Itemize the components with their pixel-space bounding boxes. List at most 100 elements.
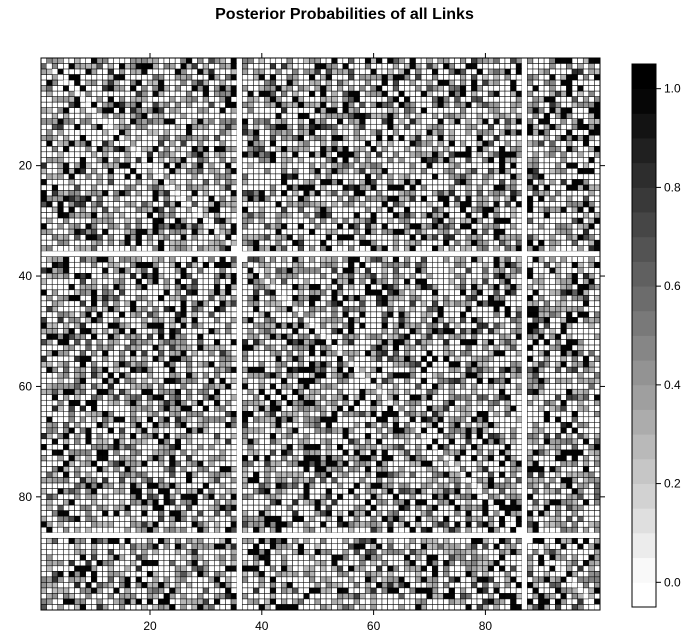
heatmap-cell [253, 173, 260, 180]
heatmap-cell [454, 223, 461, 230]
heatmap-cell [269, 184, 277, 191]
heatmap-cell [253, 129, 260, 136]
heatmap-cell [180, 146, 187, 153]
heatmap-cell [264, 184, 271, 191]
heatmap-cell [208, 184, 215, 191]
heatmap-cell [124, 68, 131, 75]
heatmap-cell [487, 118, 495, 125]
heatmap-cell [309, 140, 316, 147]
heatmap-cell [577, 146, 584, 153]
heatmap-cell [96, 101, 103, 108]
heatmap-cell [113, 278, 120, 285]
heatmap-cell [124, 284, 131, 291]
heatmap-cell [85, 212, 92, 219]
heatmap-cell [146, 140, 154, 147]
heatmap-cell [392, 223, 400, 230]
heatmap-cell [124, 162, 131, 169]
heatmap-cell [493, 162, 500, 169]
heatmap-cell [275, 217, 282, 224]
heatmap-cell [85, 256, 92, 263]
heatmap-cell [309, 96, 316, 103]
heatmap-cell [392, 96, 400, 103]
heatmap-cell [398, 228, 405, 235]
heatmap-cell [337, 151, 344, 158]
heatmap-cell [63, 107, 70, 114]
heatmap-cell [264, 256, 271, 263]
heatmap-cell [549, 245, 556, 252]
heatmap-cell [409, 295, 416, 302]
heatmap-cell [96, 179, 103, 186]
heatmap-cell [387, 140, 394, 147]
heatmap-cell [174, 63, 182, 70]
heatmap-cell [286, 273, 293, 280]
heatmap-cell [191, 278, 198, 285]
heatmap-cell [437, 317, 444, 324]
heatmap-cell [91, 96, 98, 103]
heatmap-cell [426, 295, 433, 302]
heatmap-cell [63, 140, 70, 147]
heatmap-cell [359, 96, 366, 103]
heatmap-cell [359, 206, 366, 213]
heatmap-cell [264, 328, 271, 335]
heatmap-cell [113, 311, 120, 318]
heatmap-cell [253, 317, 260, 324]
heatmap-cell [465, 278, 472, 285]
heatmap-cell [214, 206, 221, 213]
heatmap-cell [180, 322, 187, 329]
heatmap-cell [247, 146, 254, 153]
heatmap-cell [275, 118, 282, 125]
heatmap-cell [364, 295, 372, 302]
heatmap-cell [342, 173, 349, 180]
heatmap-cell [130, 112, 137, 119]
heatmap-cell [135, 245, 142, 252]
heatmap-cell [460, 295, 467, 302]
heatmap-cell [392, 68, 400, 75]
heatmap-cell [186, 112, 193, 119]
heatmap-cell [320, 284, 327, 291]
heatmap-cell [504, 223, 511, 230]
heatmap-cell [487, 63, 495, 70]
heatmap-cell [353, 112, 360, 119]
heatmap-cell [515, 157, 522, 164]
heatmap-cell [169, 157, 176, 164]
heatmap-cell [594, 107, 601, 114]
heatmap-cell [325, 295, 332, 302]
heatmap-cell [376, 328, 383, 335]
heatmap-cell [51, 328, 59, 335]
heatmap-cell [68, 195, 75, 202]
heatmap-cell [504, 212, 511, 219]
heatmap-cell [208, 289, 215, 296]
heatmap-cell [46, 228, 53, 235]
heatmap-cell [420, 278, 427, 285]
heatmap-cell [314, 190, 321, 197]
heatmap-cell [432, 151, 439, 158]
heatmap-cell [381, 228, 388, 235]
heatmap-cell [543, 184, 550, 191]
heatmap-cell [454, 157, 461, 164]
heatmap-cell [314, 261, 321, 269]
heatmap-cell [146, 96, 154, 103]
heatmap-cell [577, 201, 584, 208]
heatmap-cell [174, 317, 182, 324]
heatmap-cell [208, 101, 215, 108]
heatmap-cell [426, 123, 433, 131]
heatmap-cell [487, 68, 495, 75]
heatmap-cell [163, 206, 170, 213]
heatmap-cell [594, 57, 601, 64]
heatmap-cell [225, 173, 232, 180]
heatmap-cell [588, 300, 595, 307]
heatmap-cell [577, 328, 584, 335]
heatmap-cell [130, 79, 137, 86]
heatmap-cell [91, 85, 98, 92]
heatmap-cell [186, 162, 193, 169]
heatmap-cell [504, 112, 511, 119]
heatmap-cell [113, 212, 120, 219]
heatmap-cell [432, 162, 439, 169]
heatmap-cell [543, 162, 550, 169]
heatmap-cell [241, 289, 249, 296]
heatmap-cell [264, 123, 271, 131]
heatmap-cell [158, 201, 165, 208]
heatmap-cell [119, 284, 126, 291]
heatmap-cell [63, 63, 70, 70]
heatmap-cell [331, 79, 338, 86]
